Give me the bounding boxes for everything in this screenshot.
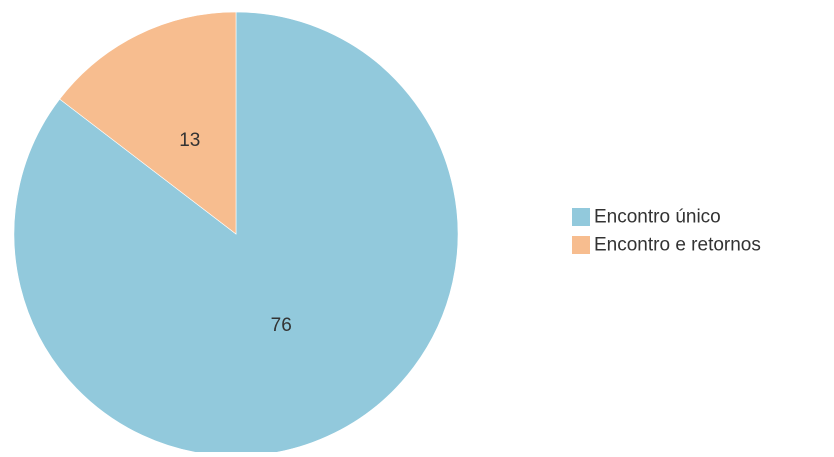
pie-slices (13, 11, 459, 457)
legend-item-encontro-unico: Encontro único (572, 207, 721, 228)
pie-slice-encontro-e-retornos (59, 11, 237, 235)
data-label-encontro-unico: 76 (271, 315, 292, 336)
legend-label-encontro-e-retornos: Encontro e retornos (594, 235, 761, 256)
pie-data-labels: 76 13 (179, 130, 292, 336)
legend-swatch-encontro-e-retornos (572, 236, 590, 254)
legend-item-encontro-e-retornos: Encontro e retornos (572, 235, 761, 256)
legend-label-encontro-unico: Encontro único (594, 207, 721, 228)
data-label-encontro-e-retornos: 13 (179, 130, 200, 151)
legend: Encontro único Encontro e retornos (572, 207, 761, 256)
legend-swatch-encontro-unico (572, 208, 590, 226)
